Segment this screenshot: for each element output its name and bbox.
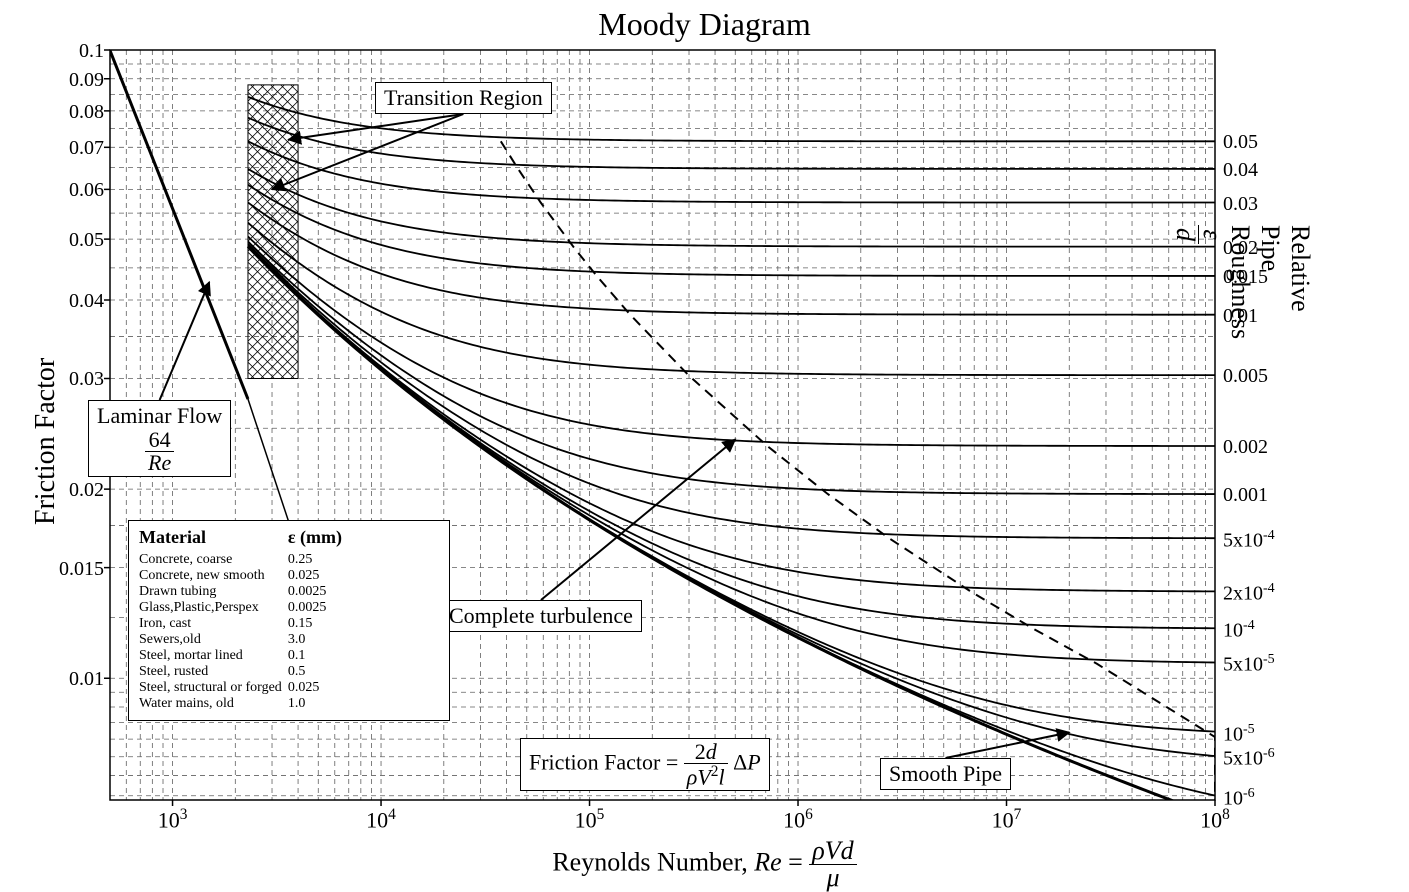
ytick-left: 0.01 [34,668,104,691]
ytick-right: 0.04 [1223,159,1258,182]
ytick-right: 10-4 [1223,618,1255,643]
annotation-friction_eq: Friction Factor = 2dρV2l ΔP [520,738,770,791]
y-axis-left-label: Friction Factor [30,358,62,525]
ytick-right: 0.005 [1223,365,1268,388]
ytick-right: 0.002 [1223,436,1268,459]
ytick-right: 5x10-4 [1223,528,1275,553]
y-axis-right-label: Relative Pipe Roughness εd [1172,225,1315,339]
ytick-left: 0.04 [34,290,104,313]
xtick: 107 [992,806,1022,833]
ytick-left: 0.015 [34,558,104,581]
xtick: 105 [575,806,605,833]
moody-diagram-container: Moody Diagram 0.10.090.080.070.060.050.0… [0,0,1409,884]
xtick: 108 [1200,806,1230,833]
ytick-right: 0.03 [1223,193,1258,216]
xtick: 103 [158,806,188,833]
x-axis-label: Reynolds Number, Re = ρVdμ [0,838,1409,891]
ytick-right: 5x10-5 [1223,652,1275,677]
ytick-right: 0.05 [1223,131,1258,154]
ytick-left: 0.1 [34,40,104,63]
ytick-left: 0.08 [34,101,104,124]
ytick-left: 0.09 [34,69,104,92]
xtick: 106 [783,806,813,833]
annotation-complete_turb: Complete turbulence [440,600,642,632]
ytick-right: 0.001 [1223,484,1268,507]
material-table: Materialε (mm)Concrete, coarse0.25Concre… [128,520,450,721]
annotation-transition: Transition Region [375,82,552,114]
ytick-left: 0.05 [34,229,104,252]
ytick-right: 5x10-6 [1223,746,1275,771]
ytick-left: 0.07 [34,137,104,160]
ytick-right: 2x10-4 [1223,581,1275,606]
ytick-right: 10-5 [1223,722,1255,747]
annotation-laminar: Laminar Flow64Re [88,400,231,477]
annotation-smooth_pipe: Smooth Pipe [880,758,1011,790]
ytick-left: 0.06 [34,179,104,202]
xtick: 104 [366,806,396,833]
